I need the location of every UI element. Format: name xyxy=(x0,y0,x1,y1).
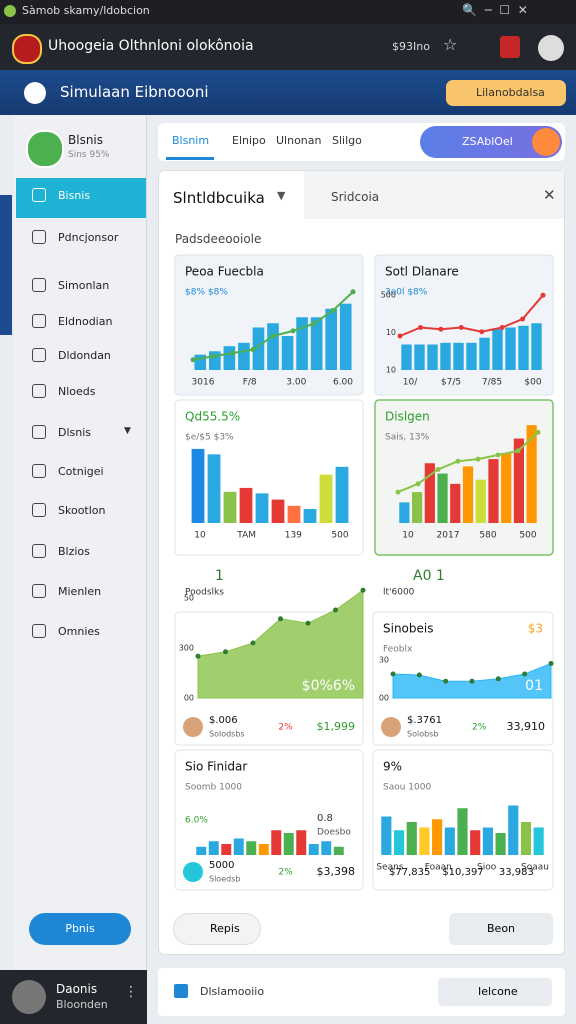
menu-item[interactable]: Skootlon xyxy=(58,504,106,517)
sidebar-button[interactable]: Pbnis xyxy=(29,913,131,945)
footer-icon xyxy=(174,984,188,998)
menu-item[interactable]: Omnies xyxy=(58,625,100,638)
edge-tab xyxy=(0,195,12,335)
user-bar: Daonis Bloonden ⋮ xyxy=(0,970,147,1024)
window-title: Sàmob skamy/ldobcion xyxy=(22,4,150,17)
header-button[interactable]: Lilanobdalsa xyxy=(446,80,566,106)
sidebar: Blsnis Sins 95% Bisnis Pdncjonsor Simonlan… xyxy=(14,115,147,970)
action-left[interactable]: Repis xyxy=(173,913,261,945)
tab[interactable]: Blsnim xyxy=(172,134,210,147)
menu-item[interactable]: Blzios xyxy=(58,545,90,558)
menu-arrow[interactable]: ▼ xyxy=(124,426,131,436)
user-menu[interactable]: ⋮ xyxy=(124,984,138,1000)
menu-item[interactable]: Dlsnis xyxy=(58,426,92,439)
window-buttons[interactable]: 🔍 ─ ☐ ✕ xyxy=(462,3,528,17)
app-title: Simulaan Eibnoooni xyxy=(60,83,209,101)
tab[interactable]: Elnipo xyxy=(232,134,266,147)
title-bar: Sàmob skamy/ldobcion 🔍 ─ ☐ ✕ xyxy=(0,0,576,24)
user-avatar xyxy=(12,980,46,1014)
menu-item[interactable]: Dldondan xyxy=(58,349,111,362)
app-logo xyxy=(24,82,46,104)
menu-icon xyxy=(32,464,46,478)
tab-bar: Blsnim Elnipo Ulnonan Slilgo ZSAblOel xyxy=(158,123,565,161)
panel-title2: Sridcoia xyxy=(331,190,380,204)
tab[interactable]: Ulnonan xyxy=(276,134,322,147)
menu-item[interactable]: Pdncjonsor xyxy=(58,231,119,244)
menu-icon xyxy=(32,314,46,328)
menu-item[interactable]: Mienlen xyxy=(58,585,102,598)
profile-button[interactable] xyxy=(538,35,564,61)
profile-name: Blsnis xyxy=(68,133,104,147)
star-button[interactable]: ☆ xyxy=(443,35,458,54)
app-header: Simulaan Eibnoooni Lilanobdalsa xyxy=(0,70,576,115)
tab[interactable]: Slilgo xyxy=(332,134,362,147)
menu-icon xyxy=(32,503,46,517)
footer-label: Dlslamooiio xyxy=(200,985,265,998)
menu-item[interactable]: Bisnis xyxy=(58,189,91,202)
app-icon xyxy=(4,5,16,17)
panel-toolbar xyxy=(304,171,564,219)
menu-icon xyxy=(32,278,46,292)
menu-icon xyxy=(32,230,46,244)
site-logo xyxy=(12,34,42,64)
menu-item[interactable]: Cotnigei xyxy=(58,465,104,478)
menu-item[interactable]: Simonlan xyxy=(58,279,110,292)
action-right[interactable]: Beon xyxy=(449,913,553,945)
price: $93Ino xyxy=(392,40,430,53)
profile-sub: Sins 95% xyxy=(68,150,110,160)
footer-bar: Dlslamooiio Ielcone xyxy=(158,968,565,1016)
user-name: Daonis xyxy=(56,982,98,996)
extension[interactable] xyxy=(500,36,520,58)
menu-icon xyxy=(32,544,46,558)
menu-icon xyxy=(32,188,46,202)
section-label: Padsdeeooiole xyxy=(175,232,262,246)
user-sub: Bloonden xyxy=(56,998,108,1011)
dropdown-arrow[interactable]: ▼ xyxy=(277,189,286,202)
close-button[interactable]: ✕ xyxy=(543,186,556,204)
footer-button[interactable]: Ielcone xyxy=(438,978,552,1006)
menu-icon xyxy=(32,384,46,398)
menu-icon xyxy=(32,425,46,439)
menu-icon xyxy=(32,348,46,362)
tab-underline xyxy=(166,157,214,160)
menu-icon xyxy=(32,624,46,638)
panel-title: Slntldbcuika xyxy=(173,189,265,207)
menu-icon xyxy=(32,584,46,598)
address-bar: Uhoogeia Olthnloni olokônoia $93Ino ☆ xyxy=(0,24,576,70)
menu-active[interactable] xyxy=(16,178,146,218)
menu-item[interactable]: Eldnodian xyxy=(58,315,113,328)
site-title: Uhoogeia Olthnloni olokônoia xyxy=(48,38,254,54)
profile-avatar xyxy=(26,130,64,168)
tab-button-icon[interactable] xyxy=(532,128,560,156)
panel: Slntldbcuika ▼ Sridcoia ✕ Padsdeeooiole … xyxy=(158,170,565,955)
menu-item[interactable]: Nloeds xyxy=(58,385,96,398)
